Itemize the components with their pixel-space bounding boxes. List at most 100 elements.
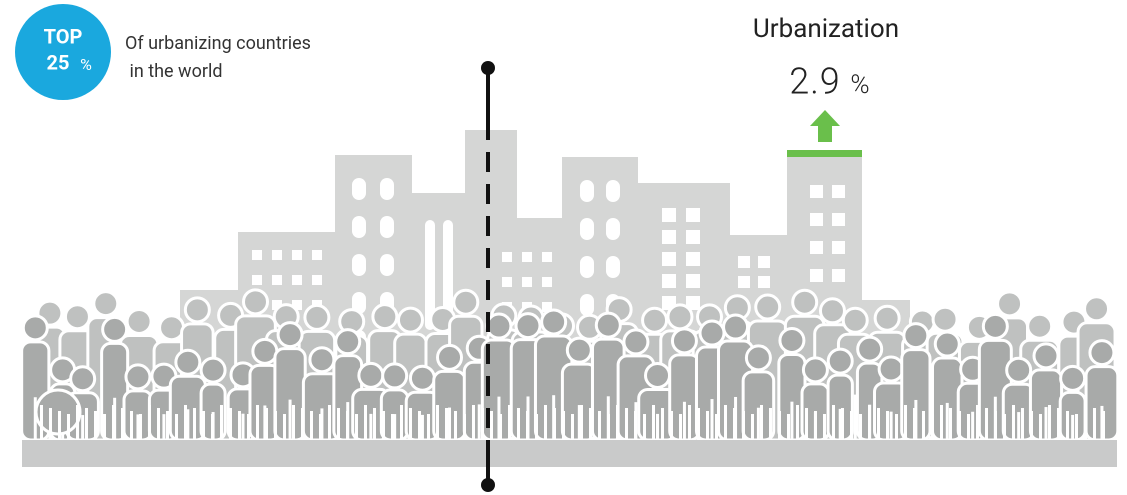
leg-gap [976,405,979,440]
person-legs-gap [1044,407,1048,440]
up-arrow [810,110,840,142]
leg-gap [382,411,385,446]
person-legs-gap [945,402,949,440]
person-legs-gap [682,401,686,440]
leg-gap [661,408,664,443]
leg-gap [859,414,862,449]
person-head [125,307,153,335]
person-head [174,348,202,376]
person-head [902,322,930,350]
leg-gap [913,408,916,443]
window [542,302,552,312]
leg-gap [931,414,934,449]
person-head [21,314,49,342]
person-head [594,311,622,339]
leg-gap [256,405,259,440]
window [580,256,594,278]
leg-gap [310,411,313,446]
person-head [873,304,901,332]
person-head [63,303,91,331]
person-head [334,328,362,356]
leg-gap [679,414,682,449]
leg-gap [274,411,277,446]
person-legs-gap [656,413,660,440]
leg-gap [544,405,547,440]
leg-gap [922,411,925,446]
window [522,277,532,287]
leg-gap [580,405,583,440]
person-legs-gap [1071,414,1075,440]
person-legs-gap [263,405,267,440]
stat-label: Urbanization [753,14,899,44]
window [606,218,620,240]
window [686,230,700,244]
person-legs-gap [971,411,975,440]
window [662,252,676,266]
person-head [514,312,542,340]
leg-gap [157,408,160,443]
person-head [666,303,694,331]
person-legs-gap [186,409,190,440]
person-legs-gap [1100,405,1104,440]
leg-gap [832,405,835,440]
person-head [1026,312,1054,340]
person-head [540,308,568,336]
person-legs-gap [369,413,373,440]
person-head [276,321,304,349]
leg-gap [688,405,691,440]
leg-gap [319,414,322,449]
person-head [357,361,385,389]
window [352,216,366,238]
leg-gap [517,408,520,443]
leg-gap [742,411,745,446]
person-head [158,314,186,342]
leg-gap [103,414,106,449]
ground [22,440,1117,467]
person-head [183,296,211,324]
person-head [1088,339,1116,367]
person-head [485,312,513,340]
leg-gap [1066,411,1069,446]
leg-gap [985,408,988,443]
person-head [996,290,1024,318]
leg-gap [193,408,196,443]
person-head [622,328,650,356]
window [686,208,700,222]
leg-gap [364,405,367,440]
person-head [744,344,772,372]
leg-gap [1093,408,1096,443]
leg-gap [238,411,241,446]
person-head [826,347,854,375]
person-legs-gap [756,407,760,440]
person-legs-gap [81,415,85,440]
person-legs-gap [162,414,166,440]
leg-gap [112,405,115,440]
window [832,213,845,226]
person-legs-gap [853,394,857,440]
window [832,241,845,254]
person-head [778,326,806,354]
window [292,250,302,260]
leg-gap [1075,414,1078,449]
window [312,275,322,285]
leg-gap [184,405,187,440]
window [380,216,394,238]
leg-gap [67,414,70,449]
person-legs-gap [497,396,501,440]
leg-gap [949,408,952,443]
caption-line: in the world [125,61,222,82]
window [380,254,394,276]
leg-gap [895,414,898,449]
stat-value: 2.9 [789,61,841,103]
person-legs-gap [448,407,452,440]
person-legs-gap [838,408,842,440]
leg-gap [490,411,493,446]
person-head [371,303,399,331]
leg-gap [94,411,97,446]
leg-gap [220,405,223,440]
leg-gap [562,411,565,446]
person-head [381,362,409,390]
window [580,180,594,202]
person-head [644,361,672,389]
